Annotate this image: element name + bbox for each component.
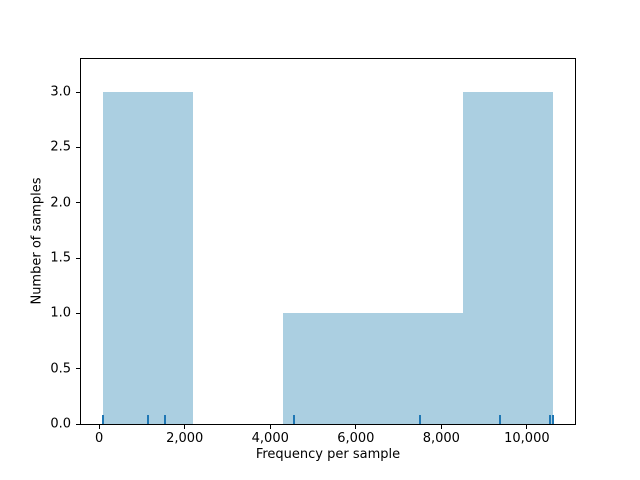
x-tick-mark: [526, 424, 528, 429]
y-tick-label: 0.0: [50, 416, 71, 432]
y-axis-label: Number of samples: [29, 177, 45, 305]
rug-mark: [551, 415, 554, 424]
y-tick-mark: [76, 368, 81, 370]
x-tick-mark: [98, 424, 100, 429]
histogram-bar: [372, 313, 463, 424]
y-tick-mark: [76, 146, 81, 148]
x-tick-mark: [269, 424, 271, 429]
x-tick-label: 6,000: [337, 431, 375, 446]
histogram-bar: [283, 313, 373, 424]
x-tick-label: 0: [95, 431, 104, 446]
y-tick-label: 2.5: [50, 139, 71, 155]
histogram-bars-layer: [81, 59, 575, 424]
y-tick-mark: [76, 423, 81, 425]
y-tick-mark: [76, 91, 81, 93]
y-tick-mark: [76, 312, 81, 314]
plot-area: 0 2,000 4,000 6,000 8,000 10,000 0.0 0.5 1.0 1.5…: [50, 58, 576, 446]
rug-mark: [498, 415, 501, 424]
histogram-bar: [462, 92, 553, 424]
x-tick-label: 8,000: [422, 431, 460, 446]
y-tick-label: 1.0: [50, 305, 71, 321]
y-tick-label: 3.0: [50, 84, 71, 100]
x-axis-ticks: 0 2,000 4,000 6,000 8,000 10,000: [81, 59, 575, 446]
y-tick-mark: [76, 257, 81, 259]
rug-marks-layer: [81, 59, 575, 424]
x-tick-mark: [440, 424, 442, 429]
y-axis-ticks: 0.0 0.5 1.0 1.5 2.0 2.5 3.0: [50, 59, 575, 432]
x-axis-label: Frequency per sample: [255, 447, 401, 462]
rug-mark: [293, 415, 296, 424]
rug-mark: [146, 415, 149, 424]
y-tick-label: 2.0: [50, 195, 71, 211]
x-tick-mark: [184, 424, 186, 429]
x-tick-label: 4,000: [251, 431, 289, 446]
rug-mark: [102, 415, 105, 424]
rug-mark: [418, 415, 421, 424]
histogram-bar: [103, 92, 194, 424]
x-tick-label: 2,000: [166, 431, 204, 446]
x-tick-mark: [355, 424, 357, 429]
y-tick-mark: [76, 202, 81, 204]
y-tick-label: 1.5: [50, 250, 71, 266]
y-tick-label: 0.5: [50, 361, 71, 377]
rug-mark: [548, 415, 551, 424]
x-tick-label: 10,000: [504, 431, 550, 446]
rug-mark: [163, 415, 166, 424]
